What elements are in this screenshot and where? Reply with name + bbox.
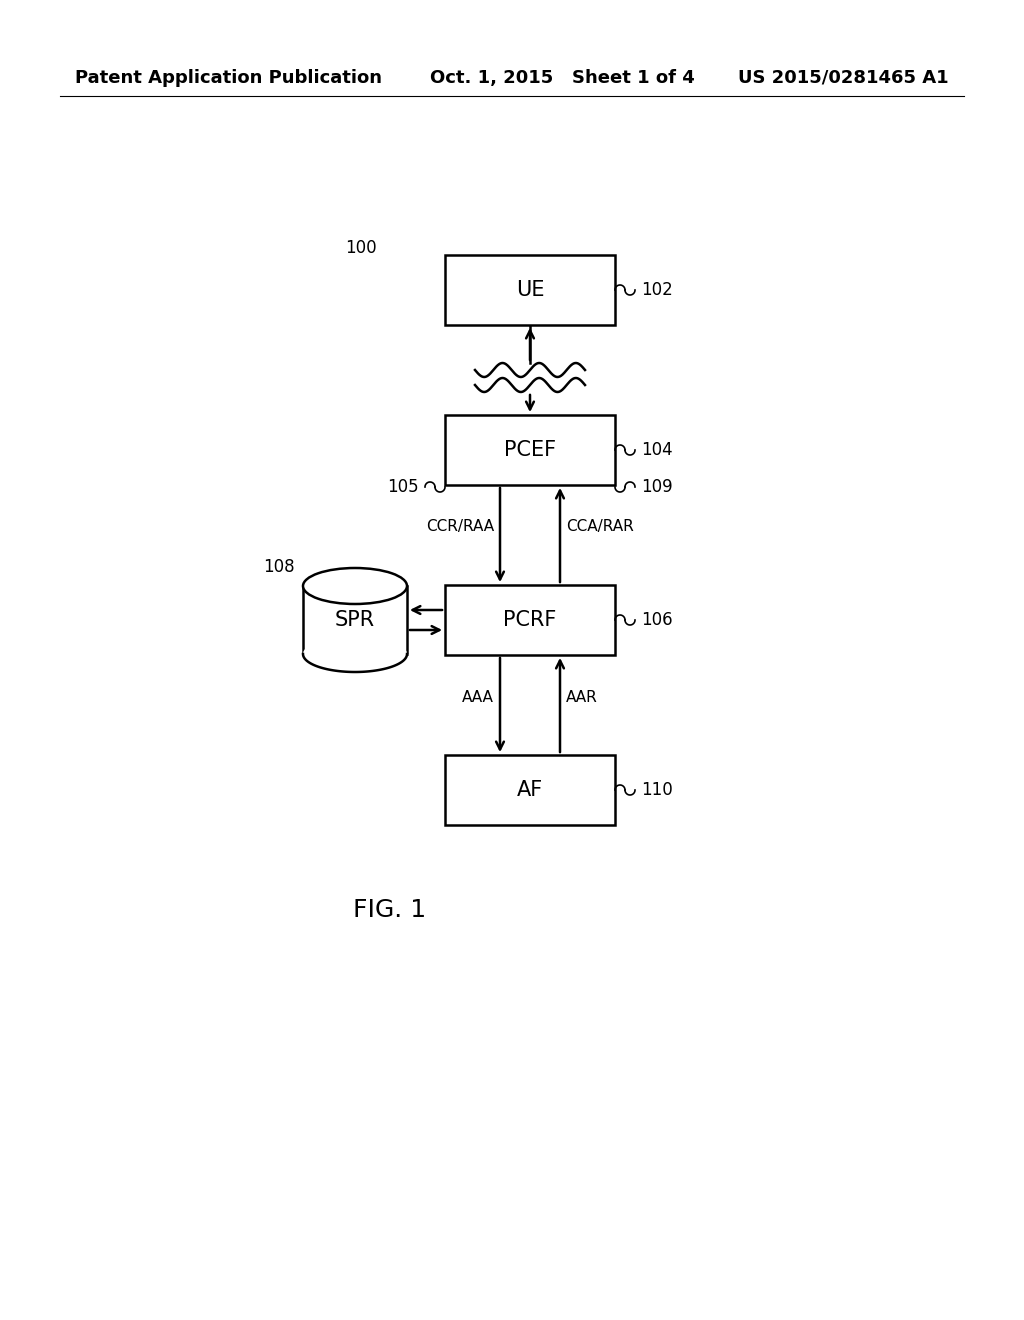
Bar	[445, 255, 615, 325]
Text: Patent Application Publication: Patent Application Publication	[75, 69, 382, 87]
Ellipse shape	[303, 636, 407, 672]
Text: AAA: AAA	[462, 689, 494, 705]
Text: 108: 108	[263, 558, 295, 576]
Text: Oct. 1, 2015   Sheet 1 of 4: Oct. 1, 2015 Sheet 1 of 4	[430, 69, 694, 87]
Bar	[445, 414, 615, 484]
Text: CCA/RAR: CCA/RAR	[566, 520, 634, 535]
Text: 109: 109	[641, 478, 673, 496]
Text: PCEF: PCEF	[504, 440, 556, 459]
Text: 106: 106	[641, 611, 673, 630]
Ellipse shape	[303, 568, 407, 605]
Text: AF: AF	[517, 780, 543, 800]
Text: US 2015/0281465 A1: US 2015/0281465 A1	[738, 69, 949, 87]
Text: 100: 100	[345, 239, 377, 257]
Text: 102: 102	[641, 281, 673, 300]
Text: AAR: AAR	[566, 689, 598, 705]
Text: SPR: SPR	[335, 610, 375, 630]
Text: FIG. 1: FIG. 1	[353, 898, 427, 921]
Text: CCR/RAA: CCR/RAA	[426, 520, 494, 535]
Bar	[445, 755, 615, 825]
Text: UE: UE	[516, 280, 544, 300]
Text: 110: 110	[641, 781, 673, 799]
Bar	[445, 585, 615, 655]
Text: 105: 105	[387, 478, 419, 496]
Text: 104: 104	[641, 441, 673, 459]
Text: PCRF: PCRF	[504, 610, 557, 630]
